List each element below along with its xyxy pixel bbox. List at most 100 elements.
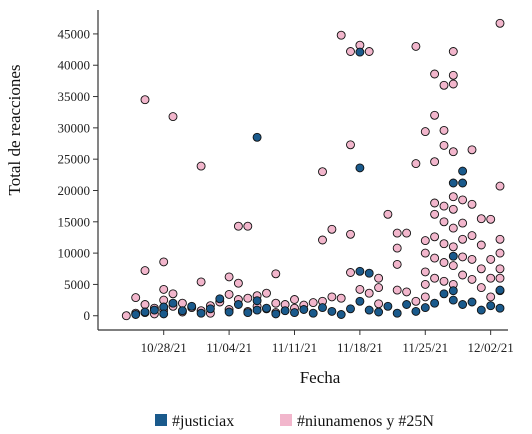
point-niunamenos-y-25n [448, 70, 458, 80]
point-justiciax [448, 251, 458, 261]
point-niunamenos-y-25n [467, 254, 477, 264]
point-justiciax [383, 301, 393, 311]
point-niunamenos-y-25n [439, 258, 449, 267]
point-niunamenos-y-25n [271, 269, 281, 279]
point-niunamenos-y-25n [495, 234, 505, 244]
point-niunamenos-y-25n [495, 18, 505, 28]
point-niunamenos-y-25n [374, 299, 384, 309]
point-niunamenos-y-25n [402, 287, 412, 297]
point-niunamenos-y-25n [140, 266, 150, 276]
point-niunamenos-y-25n [420, 279, 430, 289]
point-justiciax [205, 304, 215, 314]
point-justiciax [318, 303, 327, 313]
point-justiciax [495, 303, 505, 313]
point-niunamenos-y-25n [430, 69, 440, 79]
point-niunamenos-y-25n [420, 236, 430, 246]
point-niunamenos-y-25n [168, 289, 178, 299]
y-tick-label: 10000 [58, 246, 91, 261]
point-justiciax [355, 47, 365, 57]
x-tick-label: 11/11/21 [272, 340, 317, 355]
point-niunamenos-y-25n [308, 298, 318, 308]
point-niunamenos-y-25n [121, 311, 131, 321]
point-niunamenos-y-25n [439, 125, 449, 135]
point-niunamenos-y-25n [430, 198, 440, 208]
point-niunamenos-y-25n [159, 257, 169, 267]
point-justiciax [430, 298, 440, 308]
point-justiciax [187, 301, 197, 311]
point-niunamenos-y-25n [327, 224, 337, 234]
point-niunamenos-y-25n [486, 292, 496, 302]
point-justiciax [458, 300, 468, 309]
point-niunamenos-y-25n [448, 242, 458, 252]
point-niunamenos-y-25n [346, 140, 355, 150]
point-justiciax [168, 298, 178, 308]
y-tick-label: 0 [84, 308, 91, 323]
point-justiciax [486, 301, 496, 311]
point-niunamenos-y-25n [439, 239, 449, 249]
y-axis-title: Total de reacciones [5, 65, 24, 196]
point-niunamenos-y-25n [392, 243, 402, 253]
point-niunamenos-y-25n [374, 283, 384, 293]
point-justiciax [448, 178, 458, 188]
point-justiciax [327, 306, 337, 316]
x-axis-title: Fecha [300, 368, 341, 387]
point-justiciax [131, 310, 141, 319]
y-tick-label: 15000 [58, 214, 91, 229]
point-niunamenos-y-25n [448, 261, 458, 271]
point-niunamenos-y-25n [364, 47, 374, 56]
point-niunamenos-y-25n [392, 259, 402, 269]
point-justiciax [355, 296, 365, 306]
point-niunamenos-y-25n [439, 276, 449, 286]
point-niunamenos-y-25n [374, 273, 384, 283]
point-niunamenos-y-25n [336, 293, 346, 303]
y-tick-label: 25000 [58, 152, 91, 167]
point-niunamenos-y-25n [233, 278, 243, 288]
point-justiciax [233, 300, 243, 309]
point-niunamenos-y-25n [383, 209, 393, 219]
point-niunamenos-y-25n [402, 228, 412, 238]
point-niunamenos-y-25n [448, 79, 458, 89]
point-justiciax [243, 308, 253, 318]
point-niunamenos-y-25n [411, 41, 421, 51]
point-niunamenos-y-25n [420, 292, 430, 302]
x-tick-label: 10/28/21 [141, 340, 187, 355]
point-niunamenos-y-25n [364, 288, 374, 298]
point-justiciax [224, 307, 234, 317]
point-niunamenos-y-25n [177, 298, 187, 308]
point-niunamenos-y-25n [458, 252, 468, 262]
point-justiciax [336, 310, 346, 319]
point-justiciax [252, 305, 262, 315]
point-niunamenos-y-25n [486, 254, 496, 264]
point-niunamenos-y-25n [243, 221, 253, 231]
point-niunamenos-y-25n [420, 127, 430, 137]
y-tick-label: 40000 [58, 58, 91, 73]
point-niunamenos-y-25n [411, 159, 421, 169]
legend: #justiciax #niunamenos y #25N [155, 413, 434, 430]
point-niunamenos-y-25n [476, 283, 486, 293]
point-justiciax [495, 285, 505, 295]
point-niunamenos-y-25n [430, 232, 440, 242]
x-tick-label: 11/18/21 [337, 340, 383, 355]
point-justiciax [467, 297, 477, 307]
point-niunamenos-y-25n [439, 201, 449, 211]
point-niunamenos-y-25n [458, 195, 468, 205]
point-justiciax [308, 308, 318, 318]
point-niunamenos-y-25n [448, 204, 458, 214]
point-niunamenos-y-25n [458, 270, 468, 280]
point-justiciax [252, 296, 262, 306]
point-niunamenos-y-25n [233, 221, 243, 231]
point-niunamenos-y-25n [243, 293, 253, 303]
point-justiciax [252, 132, 262, 142]
x-axis: 10/28/21 11/04/21 11/11/21 11/18/21 11/25/21… [141, 330, 514, 355]
point-justiciax [439, 289, 449, 299]
y-tick-label: 35000 [58, 89, 91, 104]
point-niunamenos-y-25n [495, 181, 505, 191]
point-niunamenos-y-25n [448, 47, 458, 56]
point-niunamenos-y-25n [430, 273, 440, 283]
point-niunamenos-y-25n [448, 192, 458, 202]
series-niunamenos-points [121, 18, 505, 321]
point-niunamenos-y-25n [290, 295, 299, 304]
legend-swatch-niunamenos [280, 414, 292, 426]
point-niunamenos-y-25n [430, 110, 440, 120]
point-justiciax [140, 307, 150, 317]
